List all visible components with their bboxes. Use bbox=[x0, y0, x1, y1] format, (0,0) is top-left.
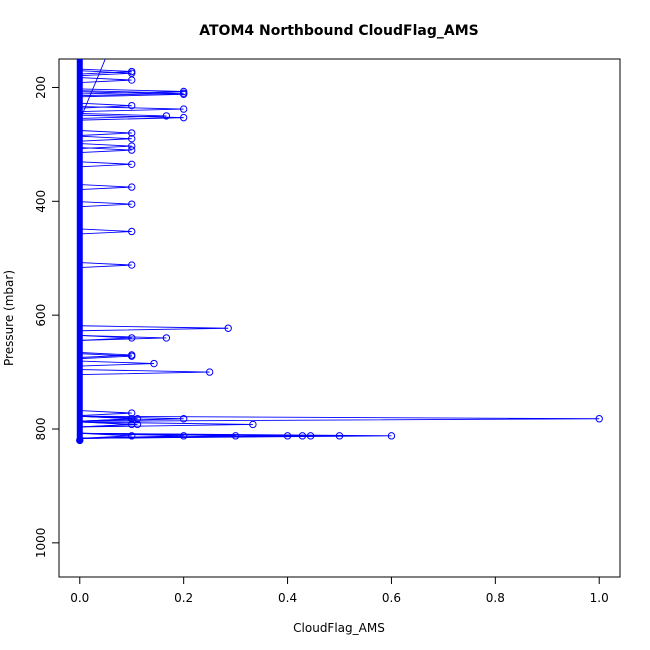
x-tick-label: 0.0 bbox=[70, 591, 89, 605]
data-point bbox=[249, 420, 257, 429]
series-line-segment bbox=[79, 360, 155, 367]
data-point bbox=[128, 146, 136, 154]
series-line-segment bbox=[79, 59, 106, 121]
x-tick-label: 0.8 bbox=[486, 591, 505, 605]
data-point bbox=[128, 76, 136, 84]
series-line-segment bbox=[79, 147, 132, 154]
data-point bbox=[283, 432, 292, 440]
data-point bbox=[162, 334, 171, 342]
series-line-segment bbox=[79, 410, 132, 417]
data-point bbox=[306, 432, 315, 440]
series-line-segment bbox=[79, 184, 132, 191]
x-tick-label: 0.6 bbox=[382, 591, 401, 605]
data-point bbox=[179, 432, 188, 440]
series-line-segment bbox=[79, 130, 132, 136]
series-line-segment bbox=[79, 112, 167, 119]
data-point bbox=[128, 409, 136, 417]
data-point bbox=[128, 200, 136, 208]
data-point bbox=[128, 101, 136, 110]
data-point bbox=[128, 134, 136, 143]
series-line-segment bbox=[79, 432, 392, 439]
x-tick-label: 0.2 bbox=[174, 591, 193, 605]
data-point bbox=[133, 420, 142, 429]
data-point bbox=[298, 432, 307, 440]
series-line-segment bbox=[79, 70, 132, 77]
series-line-segment bbox=[79, 415, 600, 422]
series-line-segment bbox=[79, 114, 184, 121]
data-point bbox=[387, 432, 396, 440]
data-point bbox=[128, 142, 136, 150]
data-point bbox=[133, 415, 142, 423]
data-point bbox=[231, 432, 240, 440]
series-line-segment bbox=[79, 262, 132, 269]
data-point bbox=[128, 334, 136, 342]
y-tick-label: 800 bbox=[34, 418, 48, 441]
data-point bbox=[595, 415, 603, 423]
plot-frame bbox=[58, 58, 621, 578]
series-line-segment bbox=[79, 421, 138, 428]
data-point bbox=[128, 261, 136, 269]
y-tick-label: 200 bbox=[34, 76, 48, 99]
series-line-segment bbox=[79, 352, 132, 358]
series-line-segment bbox=[79, 369, 210, 376]
series-line-segment bbox=[79, 77, 132, 84]
x-axis: 0.0 0.2 0.4 0.6 0.8 1.0 bbox=[70, 576, 609, 605]
data-point bbox=[224, 324, 232, 332]
data-point bbox=[128, 420, 136, 429]
data-point bbox=[179, 90, 188, 98]
y-tick-label: 1000 bbox=[34, 528, 48, 559]
series-line-segment bbox=[79, 68, 132, 75]
data-point bbox=[179, 415, 188, 423]
series-line-segment bbox=[79, 325, 229, 332]
series-line-segment bbox=[79, 334, 167, 341]
series-line-segment bbox=[79, 143, 132, 150]
x-tick-label: 0.4 bbox=[278, 591, 297, 605]
x-tick-label: 1.0 bbox=[590, 591, 609, 605]
series-line-segment bbox=[79, 353, 132, 360]
y-axis-label: Pressure (mbar) bbox=[2, 270, 16, 366]
series-line-segment bbox=[79, 90, 184, 97]
data-point bbox=[128, 160, 136, 169]
data-point bbox=[128, 183, 136, 191]
y-tick-label: 600 bbox=[34, 304, 48, 327]
data-point bbox=[335, 432, 344, 440]
series-line-segment bbox=[79, 201, 132, 208]
plot-area bbox=[76, 59, 603, 445]
series-line-segment bbox=[79, 161, 132, 168]
x-axis-label: CloudFlag_AMS bbox=[293, 621, 385, 635]
series-line-segment bbox=[79, 228, 132, 235]
data-point bbox=[150, 359, 158, 368]
data-point bbox=[128, 415, 136, 423]
data-point bbox=[128, 129, 136, 137]
y-tick-label: 400 bbox=[34, 190, 48, 213]
data-point bbox=[128, 432, 136, 440]
series-line-segment bbox=[79, 415, 184, 422]
chart-title: ATOM4 Northbound CloudFlag_AMS bbox=[199, 23, 478, 39]
series-line-segment bbox=[79, 106, 184, 113]
data-point bbox=[179, 113, 188, 122]
data-point bbox=[205, 368, 214, 376]
data-point bbox=[128, 227, 136, 236]
data-point bbox=[76, 436, 84, 445]
data-point bbox=[179, 105, 188, 113]
series-line-segment bbox=[79, 135, 132, 142]
data-point bbox=[162, 112, 171, 120]
y-axis: 200 400 600 800 1000 bbox=[34, 76, 60, 559]
series-line-segment bbox=[79, 421, 253, 428]
data-point bbox=[128, 352, 136, 360]
